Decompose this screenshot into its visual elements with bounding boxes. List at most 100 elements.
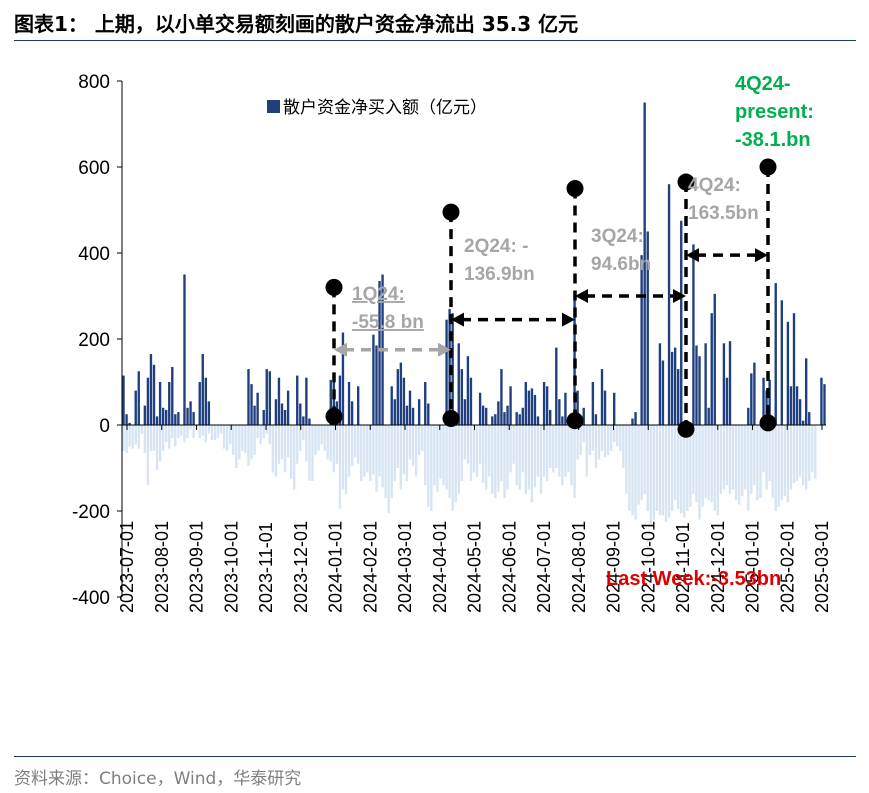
negative-bar: [204, 425, 207, 443]
positive-bar: [713, 293, 716, 425]
negative-bar: [213, 425, 217, 441]
positive-bar: [155, 416, 159, 425]
negative-bar: [628, 425, 631, 511]
negative-bar: [579, 425, 582, 456]
negative-bar: [232, 425, 235, 456]
negative-bar: [442, 425, 445, 486]
negative-bar: [731, 425, 735, 490]
negative-bar: [497, 425, 500, 492]
positive-bar: [189, 401, 192, 425]
positive-bar: [207, 401, 211, 425]
negative-bar: [268, 425, 271, 445]
positive-bar: [308, 418, 311, 425]
positive-bar: [506, 405, 509, 425]
positive-bar: [762, 377, 765, 425]
negative-bar: [664, 425, 668, 522]
negative-bar: [762, 425, 765, 473]
negative-bar: [445, 425, 448, 490]
annotation-3q24-line2: 94.6bn: [591, 254, 651, 275]
positive-bar: [350, 401, 354, 425]
negative-bar: [616, 425, 619, 447]
negative-bar: [518, 425, 521, 490]
negative-bar: [247, 425, 250, 466]
negative-bar: [658, 425, 662, 516]
positive-bar: [594, 414, 598, 425]
annotation-3q24-line1: 3Q24:: [591, 226, 644, 247]
negative-bar: [347, 425, 351, 477]
positive-bar: [125, 414, 128, 425]
positive-bar: [667, 184, 671, 425]
negative-bar: [707, 425, 710, 501]
negative-bar: [439, 425, 442, 479]
positive-bar: [509, 386, 512, 425]
negative-bar: [753, 425, 756, 486]
positive-bar: [728, 341, 732, 425]
positive-bar: [646, 231, 649, 425]
negative-bar: [280, 425, 284, 460]
positive-bar: [530, 388, 534, 425]
negative-bar: [603, 425, 607, 458]
positive-bar: [274, 399, 278, 425]
period-marker-top-dot: [566, 180, 584, 197]
period-marker-bottom-dot: [442, 410, 460, 428]
positive-bar: [192, 412, 195, 425]
positive-bar: [250, 384, 253, 425]
annotation-4q24-line1: 4Q24:: [688, 175, 741, 196]
negative-bar: [600, 425, 604, 451]
positive-bar: [286, 390, 290, 425]
positive-bar: [445, 319, 448, 425]
positive-bar: [521, 407, 524, 425]
negative-bar: [293, 425, 296, 490]
positive-bar: [497, 401, 500, 425]
negative-bar: [235, 425, 238, 468]
positive-bar: [152, 364, 156, 425]
positive-bar: [201, 354, 204, 425]
positive-bar: [296, 375, 299, 425]
negative-bar: [250, 425, 253, 460]
negative-bar: [189, 425, 192, 430]
negative-bar: [771, 425, 774, 499]
positive-bar: [503, 412, 506, 425]
negative-bar: [692, 425, 695, 494]
negative-bar: [475, 425, 479, 477]
positive-bar: [265, 369, 268, 425]
negative-bar: [225, 425, 229, 451]
negative-bar: [317, 425, 320, 451]
negative-bar: [466, 425, 470, 464]
x-tick-label: 2024-06-01: [499, 521, 519, 613]
negative-bar: [378, 425, 381, 477]
negative-bar: [527, 425, 531, 490]
negative-bar: [472, 425, 476, 473]
negative-bar: [125, 425, 128, 453]
positive-bar: [256, 392, 259, 425]
period-marker-top-dot: [325, 278, 343, 296]
negative-bar: [549, 425, 552, 468]
positive-bar: [725, 377, 729, 425]
period-marker-top-dot: [677, 173, 695, 191]
positive-bar: [146, 377, 150, 425]
negative-bar: [655, 425, 659, 511]
negative-bar: [667, 425, 671, 518]
negative-bar: [680, 425, 683, 514]
positive-bar: [338, 375, 342, 425]
negative-bar: [302, 425, 305, 441]
negative-bar: [414, 425, 418, 477]
positive-bar: [780, 300, 783, 425]
legend-swatch: [267, 100, 280, 113]
negative-bar: [814, 425, 817, 479]
negative-bar: [128, 425, 131, 447]
negative-bar: [201, 425, 204, 436]
negative-bar: [533, 425, 537, 488]
period-marker-top-dot: [759, 158, 777, 176]
positive-bar: [774, 283, 777, 425]
positive-bar: [283, 409, 287, 425]
negative-bar: [308, 425, 311, 481]
negative-bar: [332, 425, 335, 473]
positive-bar: [277, 377, 281, 425]
negative-bar: [524, 425, 527, 494]
negative-bar: [366, 425, 369, 473]
negative-bar: [161, 425, 165, 451]
negative-bar: [545, 425, 549, 481]
negative-bar: [262, 425, 265, 438]
negative-bar: [326, 425, 329, 460]
